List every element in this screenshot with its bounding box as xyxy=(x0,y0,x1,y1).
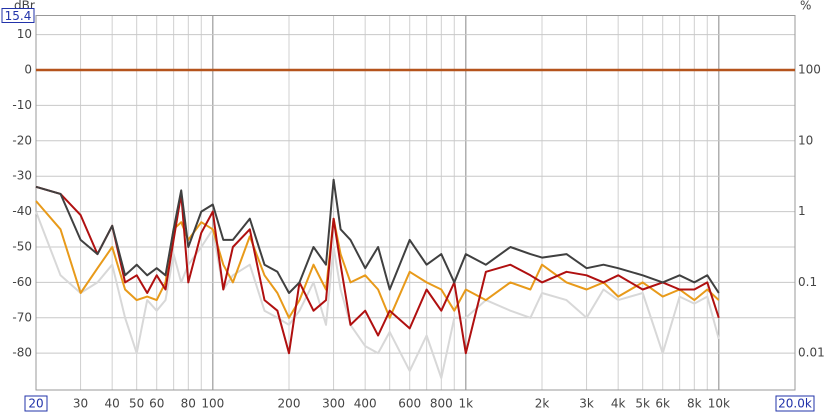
x-tick-label: 4k xyxy=(611,397,626,411)
y-range-box xyxy=(1,8,35,23)
y-tick-label: -50 xyxy=(12,239,32,253)
y2-tick-label: 0.01 xyxy=(798,346,825,360)
plot-border xyxy=(35,15,796,391)
x-tick-label: 8k xyxy=(687,397,702,411)
x-range-box xyxy=(775,395,815,412)
y2-tick-label: 10 xyxy=(798,133,813,147)
x-tick-label: 3k xyxy=(579,397,594,411)
x-tick-label: 10k xyxy=(708,397,730,411)
x-tick-label: 80 xyxy=(181,397,196,411)
x-tick-label: 800 xyxy=(430,397,453,411)
y-tick-label: 10 xyxy=(17,27,32,41)
x-tick-label: 20 xyxy=(28,397,43,411)
y-tick-label: -30 xyxy=(12,169,32,183)
x-tick-label: 60 xyxy=(149,397,164,411)
series-line xyxy=(35,178,720,294)
y-tick-label: -80 xyxy=(12,346,32,360)
x-range-box xyxy=(24,395,48,412)
x-tick-label: 1k xyxy=(459,397,474,411)
x-tick-label: 2k xyxy=(535,397,550,411)
y-tick-label: -70 xyxy=(12,310,32,324)
y-tick-label: -60 xyxy=(12,275,32,289)
x-tick-label: 5k xyxy=(635,397,650,411)
y2-tick-label: 1 xyxy=(798,204,806,218)
series-line xyxy=(35,211,720,379)
x-tick-label: 200 xyxy=(278,397,301,411)
x-tick-label: 50 xyxy=(129,397,144,411)
x-tick-label: 30 xyxy=(73,397,88,411)
y-tick-label: 15.4 xyxy=(5,9,32,23)
y2-tick-label: 0.1 xyxy=(798,275,817,289)
y2-tick-label: 100 xyxy=(798,63,821,77)
x-tick-label: 40 xyxy=(105,397,120,411)
y-tick-label: -40 xyxy=(12,204,32,218)
x-tick-label: 100 xyxy=(201,397,224,411)
y-tick-label: -20 xyxy=(12,133,32,147)
y2-axis-label: % xyxy=(800,0,811,13)
y-tick-label: -10 xyxy=(12,98,32,112)
x-tick-label: 20.0k xyxy=(778,397,812,411)
y-tick-label: 0 xyxy=(24,63,32,77)
x-tick-label: 6k xyxy=(655,397,670,411)
x-tick-label: 400 xyxy=(354,397,377,411)
x-tick-label: 300 xyxy=(322,397,345,411)
series-line xyxy=(35,185,720,355)
x-tick-label: 600 xyxy=(398,397,421,411)
